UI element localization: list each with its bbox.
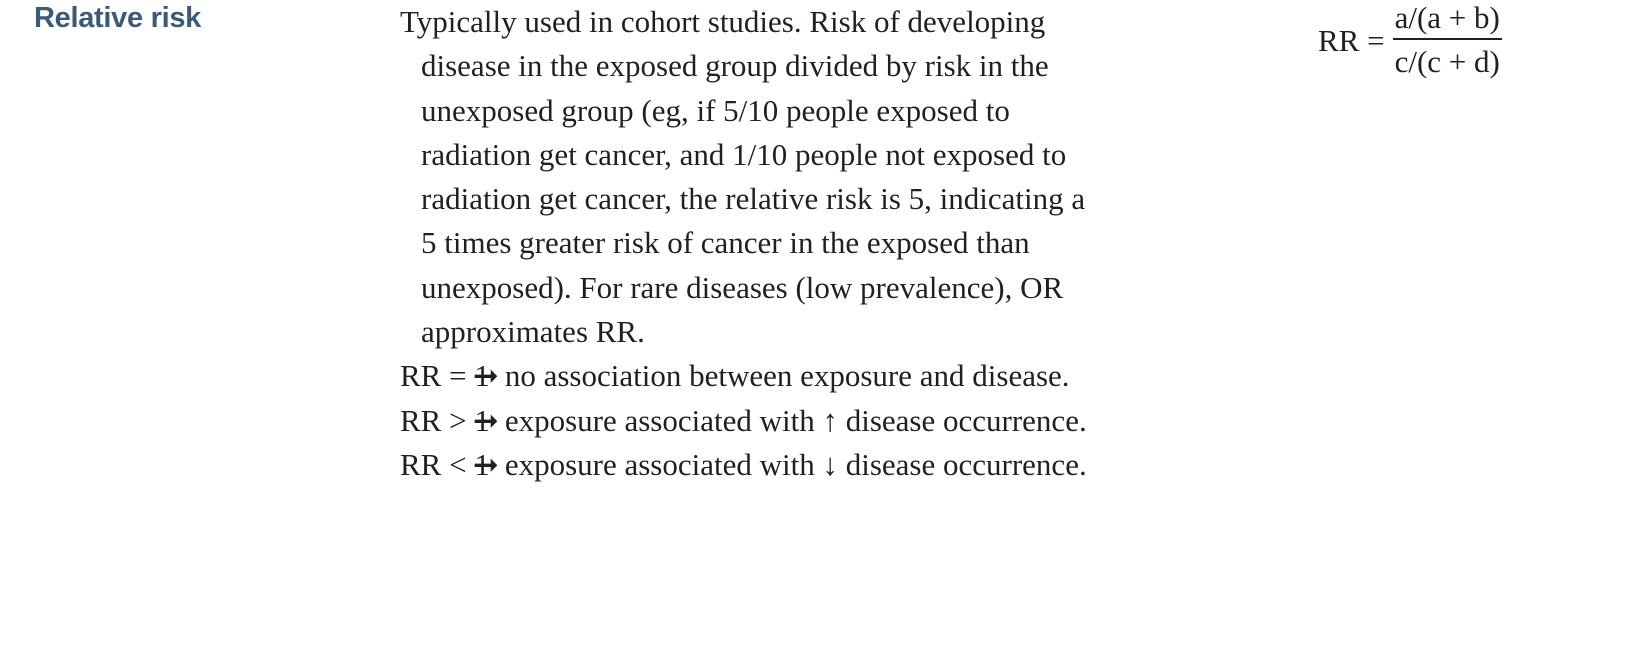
formula-fraction: a/(a + b) c/(c + d)	[1392, 0, 1502, 82]
condition: RR < 1	[400, 446, 490, 482]
definition-block: Typically used in cohort studies. Risk o…	[400, 0, 1100, 487]
formula-lhs: RR =	[1318, 23, 1385, 58]
interpretation-rr-less-1: RR < 1➞ exposure associated with ↓ diseas…	[400, 443, 1100, 487]
formula-denominator: c/(c + d)	[1394, 44, 1500, 79]
interpretation-rr-equal-1: RR = 1➞ no association between exposure a…	[400, 354, 1100, 398]
fraction-bar	[1392, 38, 1502, 40]
right-arrow-icon: ➞	[472, 358, 499, 394]
condition: RR = 1	[400, 358, 490, 394]
formula-numerator: a/(a + b)	[1394, 0, 1500, 35]
right-arrow-icon: ➞	[472, 446, 499, 482]
definition-paragraph: Typically used in cohort studies. Risk o…	[400, 4, 1086, 350]
interpretation-text: exposure associated with ↓ disease occur…	[504, 446, 1087, 482]
condition: RR > 1	[400, 402, 490, 438]
rr-formula: RR = a/(a + b) c/(c + d)	[1318, 0, 1502, 82]
interpretation-rr-greater-1: RR > 1➞ exposure associated with ↑ diseas…	[400, 399, 1100, 443]
interpretation-text: exposure associated with ↑ disease occur…	[504, 402, 1087, 438]
interpretation-text: no association between exposure and dise…	[504, 358, 1070, 394]
right-arrow-icon: ➞	[472, 402, 499, 438]
term-heading: Relative risk	[34, 2, 201, 34]
